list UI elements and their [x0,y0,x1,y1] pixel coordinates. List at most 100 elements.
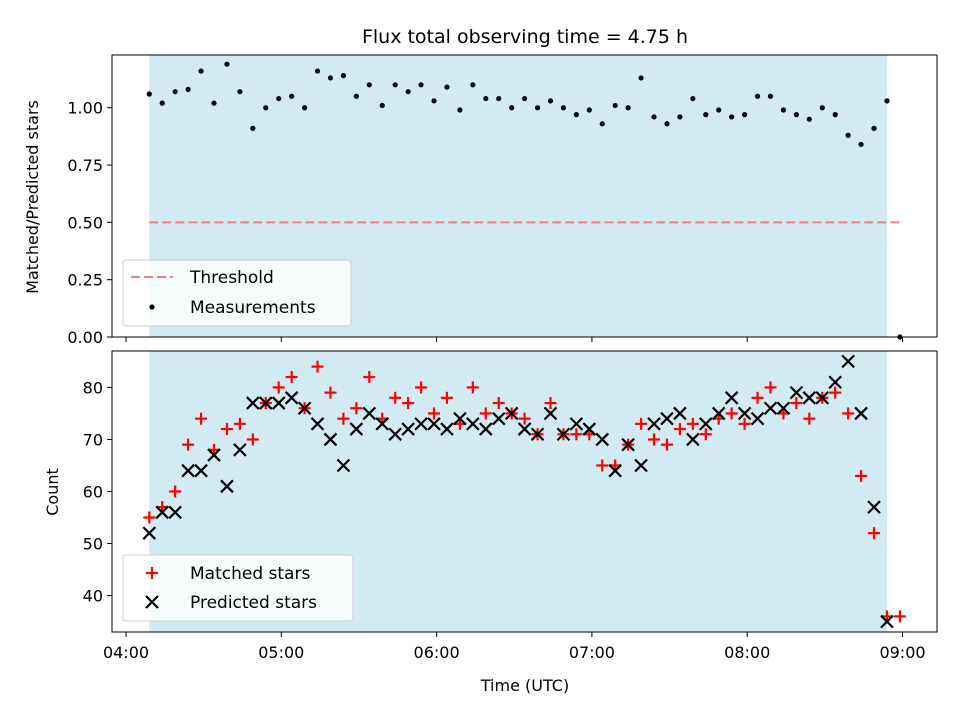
measurement-point [638,75,644,81]
predicted-star-point [284,391,299,405]
legend-predicted-swatch [145,595,159,609]
predicted-star-point [246,396,260,410]
predicted-star-point [310,417,325,431]
count-y-tick-label: 60 [83,483,103,502]
legend-matched-swatch [146,567,158,579]
predicted-star-point [401,422,415,436]
measurement-point [392,82,398,88]
count-x-tick-label: 04:00 [103,643,149,662]
measurement-point [250,125,256,131]
ratio-y-tick-label: 0.75 [67,156,103,175]
measurement-point [664,121,670,127]
predicted-star-point [517,422,532,436]
matched-star-point [492,397,505,410]
matched-star-point [518,412,531,425]
matched-star-point [764,381,777,394]
ratio-y-tick-label: 0.50 [67,213,103,232]
measurement-point [819,105,825,111]
predicted-star-point [828,375,842,390]
predicted-star-point [479,422,493,436]
predicted-star-point [699,417,713,431]
predicted-star-point [815,391,830,405]
predicted-star-point [595,432,610,447]
predicted-star-point [142,526,157,540]
measurement-point [457,107,463,113]
measurement-point [677,114,683,120]
matched-star-point [311,360,324,373]
predicted-star-point [453,411,467,426]
count-x-tick-label: 09:00 [879,643,925,662]
matched-star-point [699,428,712,441]
predicted-star-point [854,406,868,421]
predicted-star-point [220,479,234,494]
matched-star-point [182,438,195,451]
predicted-star-point [181,463,195,478]
matched-star-point [842,407,855,420]
measurement-point [224,61,230,67]
matched-star-point [285,371,298,384]
measurement-point [301,105,308,111]
matched-stars-points [143,360,906,623]
predicted-star-point [556,427,571,442]
measurement-point [509,105,515,111]
measurement-point [366,82,372,88]
matched-star-point [738,417,751,430]
matched-star-point [272,381,285,394]
predicted-star-point [621,437,635,452]
measurement-point [146,91,152,97]
matched-star-point [350,402,363,415]
measurement-point [327,75,334,81]
measurement-point [845,132,851,138]
count-panel-frame [111,350,938,633]
predicted-star-point [608,463,622,478]
predicted-star-point [271,396,286,410]
matched-star-point [440,391,453,404]
predicted-star-point [673,406,687,421]
matched-star-point [169,485,182,498]
matched-star-point [479,407,492,420]
measurement-point [832,112,838,118]
measurement-point [651,114,657,120]
measurement-point [560,105,567,111]
predicted-star-point [375,417,390,431]
predicted-star-point [414,417,428,431]
ratio-y-tick-label: 0.00 [67,328,103,347]
predicted-star-point [686,432,700,447]
matched-star-point [428,407,441,420]
predicted-star-point [634,458,648,473]
measurement-point [780,107,787,113]
matched-star-point [660,438,673,451]
measurement-point [534,105,541,111]
measurement-point [871,125,877,131]
predicted-star-point [660,411,674,426]
measurement-point [185,86,191,92]
measurement-point [586,107,592,113]
ratio-x-axis-ticks [125,337,903,342]
count-x-tick-label: 05:00 [258,643,304,662]
predicted-star-point [336,458,351,473]
legend-predicted-label: Predicted stars [190,593,317,613]
matched-star-point [635,417,648,430]
predicted-star-point [530,427,545,442]
measurement-point [884,98,890,104]
matched-star-point [751,391,764,404]
legend-measurements-label: Measurements [190,298,316,318]
predicted-stars-points [142,354,894,629]
measurement-point [418,82,424,88]
predicted-star-point [867,500,881,514]
matched-star-point [337,412,350,425]
count-x-tick-label: 07:00 [569,643,615,662]
predicted-star-point [466,417,480,431]
matched-star-point [829,386,842,399]
predicted-star-point [750,411,765,426]
predicted-star-point [569,417,584,431]
predicted-star-point [789,385,804,400]
matched-star-point [673,423,686,436]
measurement-point [729,114,735,120]
predicted-star-point [724,391,739,405]
predicted-star-point [737,406,752,421]
predicted-star-point [258,396,273,410]
predicted-star-point [491,411,506,426]
measurement-point [496,95,502,102]
